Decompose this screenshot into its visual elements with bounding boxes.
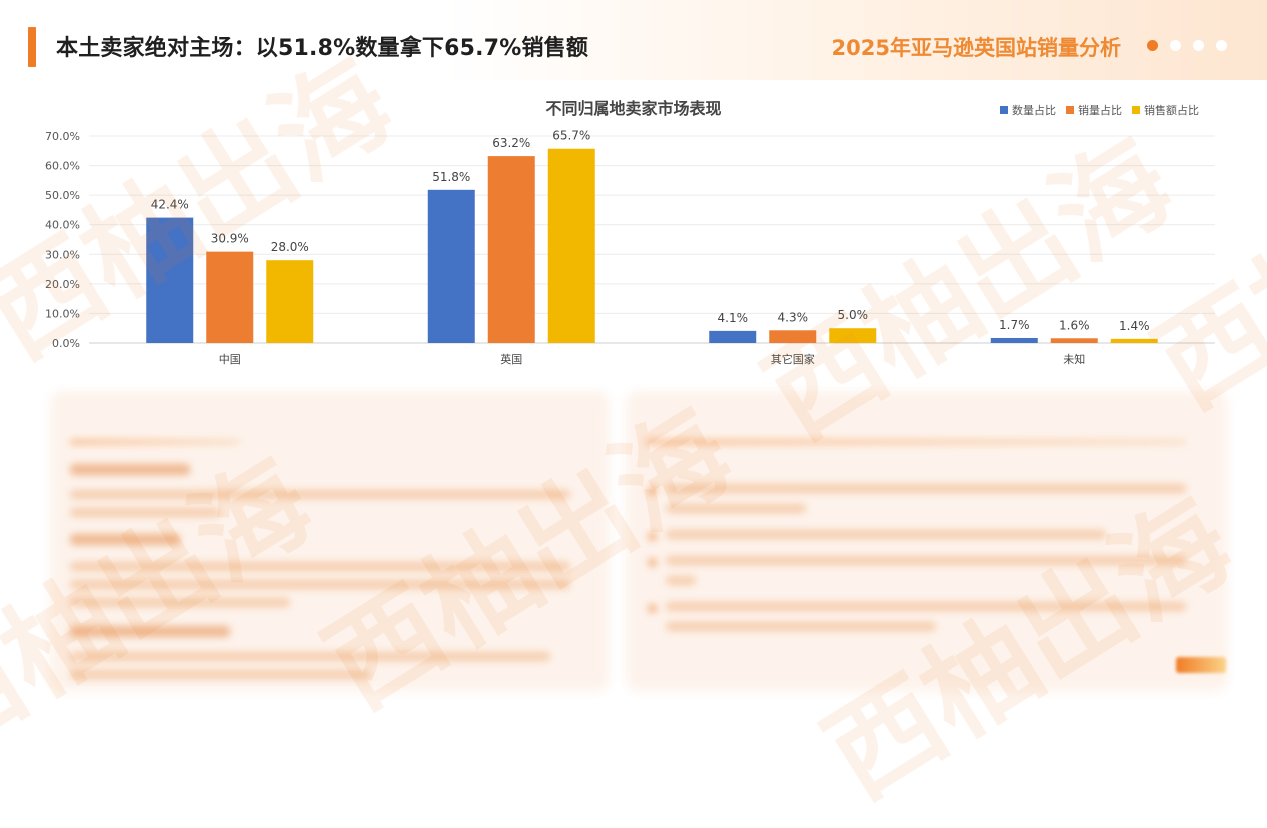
y-tick-label: 20.0% <box>45 278 80 291</box>
title-accent-bar <box>28 27 36 67</box>
blur-line <box>70 508 220 517</box>
bar <box>206 251 254 343</box>
blur-bullet <box>648 558 657 567</box>
data-label: 30.9% <box>211 232 249 246</box>
data-label: 1.4% <box>1119 319 1150 333</box>
blur-bullet <box>648 486 657 495</box>
blur-line <box>666 622 936 631</box>
x-tick-label: 未知 <box>1063 352 1085 366</box>
report-title: 2025年亚马逊英国站销量分析 <box>831 36 1121 60</box>
data-label: 63.2% <box>492 136 530 150</box>
blur-bullet <box>648 532 657 541</box>
data-label: 4.1% <box>718 311 749 325</box>
blur-line <box>666 530 1106 539</box>
blur-line <box>666 556 1186 565</box>
panel-right-rule <box>646 440 1186 444</box>
y-tick-label: 10.0% <box>45 307 80 320</box>
blur-line <box>70 626 230 637</box>
dot-1 <box>1147 40 1158 51</box>
decorative-dots <box>1147 40 1227 52</box>
analysis-panel-right <box>628 392 1226 688</box>
bar <box>1110 338 1158 343</box>
y-tick-label: 50.0% <box>45 189 80 202</box>
legend-label-revenue: 销售额占比 <box>1144 104 1199 117</box>
header-band <box>0 0 1267 80</box>
bar <box>487 156 535 343</box>
y-tick-label: 70.0% <box>45 130 80 143</box>
y-tick-label: 40.0% <box>45 219 80 232</box>
y-tick-label: 60.0% <box>45 160 80 173</box>
bar <box>769 330 817 343</box>
analysis-panel-left <box>52 392 608 688</box>
blur-line <box>70 580 570 589</box>
blur-line <box>70 598 290 607</box>
blur-line <box>70 562 570 571</box>
bar <box>829 328 877 343</box>
data-label: 5.0% <box>838 308 869 322</box>
dot-3 <box>1193 40 1204 51</box>
legend-swatch-yellow <box>1132 106 1140 114</box>
bar <box>990 337 1038 343</box>
blur-line <box>70 670 370 679</box>
data-label: 28.0% <box>271 240 309 254</box>
dot-4 <box>1216 40 1227 51</box>
blur-line <box>70 464 190 475</box>
blur-line <box>70 490 570 499</box>
legend-swatch-orange <box>1066 106 1074 114</box>
legend-label-count: 数量占比 <box>1012 104 1056 117</box>
data-label: 42.4% <box>151 198 189 212</box>
blur-line <box>666 576 696 585</box>
bar <box>547 148 595 343</box>
page-indicator <box>1176 657 1226 673</box>
blur-line <box>666 602 1186 611</box>
bar <box>427 189 475 343</box>
bar <box>146 217 194 343</box>
chart-title: 不同归属地卖家市场表现 <box>545 99 722 118</box>
bar <box>1050 338 1098 343</box>
bar <box>266 260 314 343</box>
x-tick-label: 中国 <box>219 353 241 366</box>
blur-line <box>666 504 806 513</box>
blur-bullet <box>648 604 657 613</box>
bar <box>709 330 757 343</box>
x-tick-label: 其它国家 <box>771 352 815 366</box>
blur-line <box>70 534 180 545</box>
data-label: 51.8% <box>432 170 470 184</box>
y-tick-label: 0.0% <box>52 337 80 350</box>
y-tick-label: 30.0% <box>45 248 80 261</box>
blur-line <box>666 484 1186 493</box>
legend-label-sales-volume: 销量占比 <box>1078 104 1122 117</box>
dot-2 <box>1170 40 1181 51</box>
blur-line <box>70 652 550 661</box>
legend-item-revenue: 销售额占比 <box>1132 102 1199 118</box>
panel-left-rule <box>70 440 240 444</box>
page-title: 本土卖家绝对主场：以51.8%数量拿下65.7%销售额 <box>56 36 589 61</box>
bar-chart: 0.0% 10.0% 20.0% 30.0% 40.0% 50.0% 60.0% 70.0% 4… <box>45 129 1215 366</box>
legend-item-sales-volume: 销量占比 <box>1066 102 1122 118</box>
legend-swatch-blue <box>1000 106 1008 114</box>
data-label: 1.6% <box>1059 318 1090 332</box>
legend-item-count: 数量占比 <box>1000 102 1056 118</box>
data-label: 4.3% <box>778 310 809 324</box>
data-label: 1.7% <box>999 318 1030 332</box>
data-label: 65.7% <box>552 129 590 143</box>
x-tick-label: 英国 <box>500 352 522 366</box>
chart-legend: 数量占比 销量占比 销售额占比 <box>1000 102 1199 118</box>
